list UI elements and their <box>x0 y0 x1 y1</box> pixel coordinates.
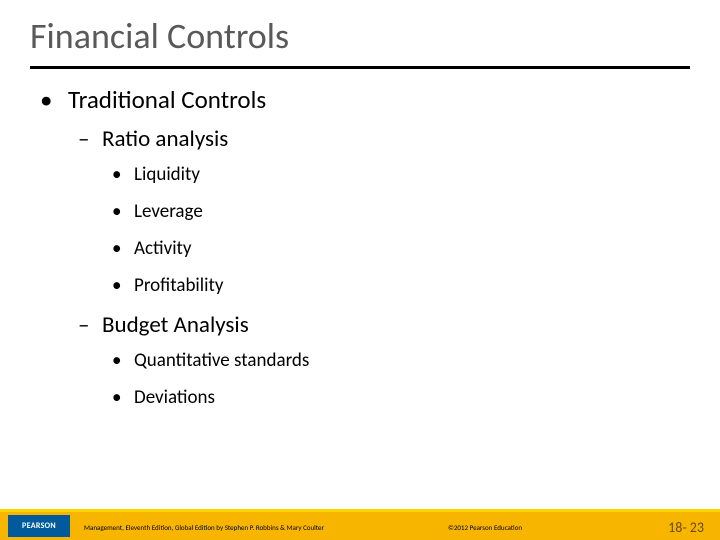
page-number: 18- 23 <box>668 519 704 536</box>
bullet-level3: • Profitability <box>112 274 690 297</box>
bullet-text: Ratio analysis <box>102 125 228 153</box>
bullet-level2: – Budget Analysis <box>78 311 690 339</box>
bullet-text: Profitability <box>134 274 223 297</box>
footer-bar: PEARSON Management, Eleventh Edition, Gl… <box>0 512 720 540</box>
bullet-level3: • Leverage <box>112 200 690 223</box>
bullet-icon: • <box>112 237 134 260</box>
publisher-logo-text: PEARSON <box>22 521 56 531</box>
bullet-text: Liquidity <box>134 163 200 186</box>
bullet-text: Deviations <box>134 386 215 409</box>
dash-icon: – <box>78 125 102 153</box>
bullet-level3: • Deviations <box>112 386 690 409</box>
bullet-level2: – Ratio analysis <box>78 125 690 153</box>
bullet-text: Budget Analysis <box>102 311 249 339</box>
bullet-icon: • <box>112 386 134 409</box>
bullet-text: Traditional Controls <box>68 84 266 115</box>
bullet-icon: • <box>112 163 134 186</box>
slide: Financial Controls • Traditional Control… <box>0 0 720 540</box>
bullet-level3: • Activity <box>112 237 690 260</box>
publisher-logo: PEARSON <box>8 515 70 537</box>
bullet-text: Quantitative standards <box>134 349 309 372</box>
slide-title: Financial Controls <box>30 14 289 58</box>
slide-content: • Traditional Controls – Ratio analysis … <box>40 84 690 423</box>
title-underline <box>30 66 690 69</box>
bullet-level3: • Liquidity <box>112 163 690 186</box>
dash-icon: – <box>78 311 102 339</box>
bullet-icon: • <box>40 84 68 115</box>
footer-copyright: ©2012 Pearson Education <box>448 523 522 532</box>
bullet-icon: • <box>112 274 134 297</box>
footer-citation: Management, Eleventh Edition, Global Edi… <box>84 523 324 532</box>
bullet-level1: • Traditional Controls <box>40 84 690 115</box>
bullet-icon: • <box>112 349 134 372</box>
bullet-icon: • <box>112 200 134 223</box>
bullet-level3: • Quantitative standards <box>112 349 690 372</box>
bullet-text: Leverage <box>134 200 203 223</box>
bullet-text: Activity <box>134 237 192 260</box>
